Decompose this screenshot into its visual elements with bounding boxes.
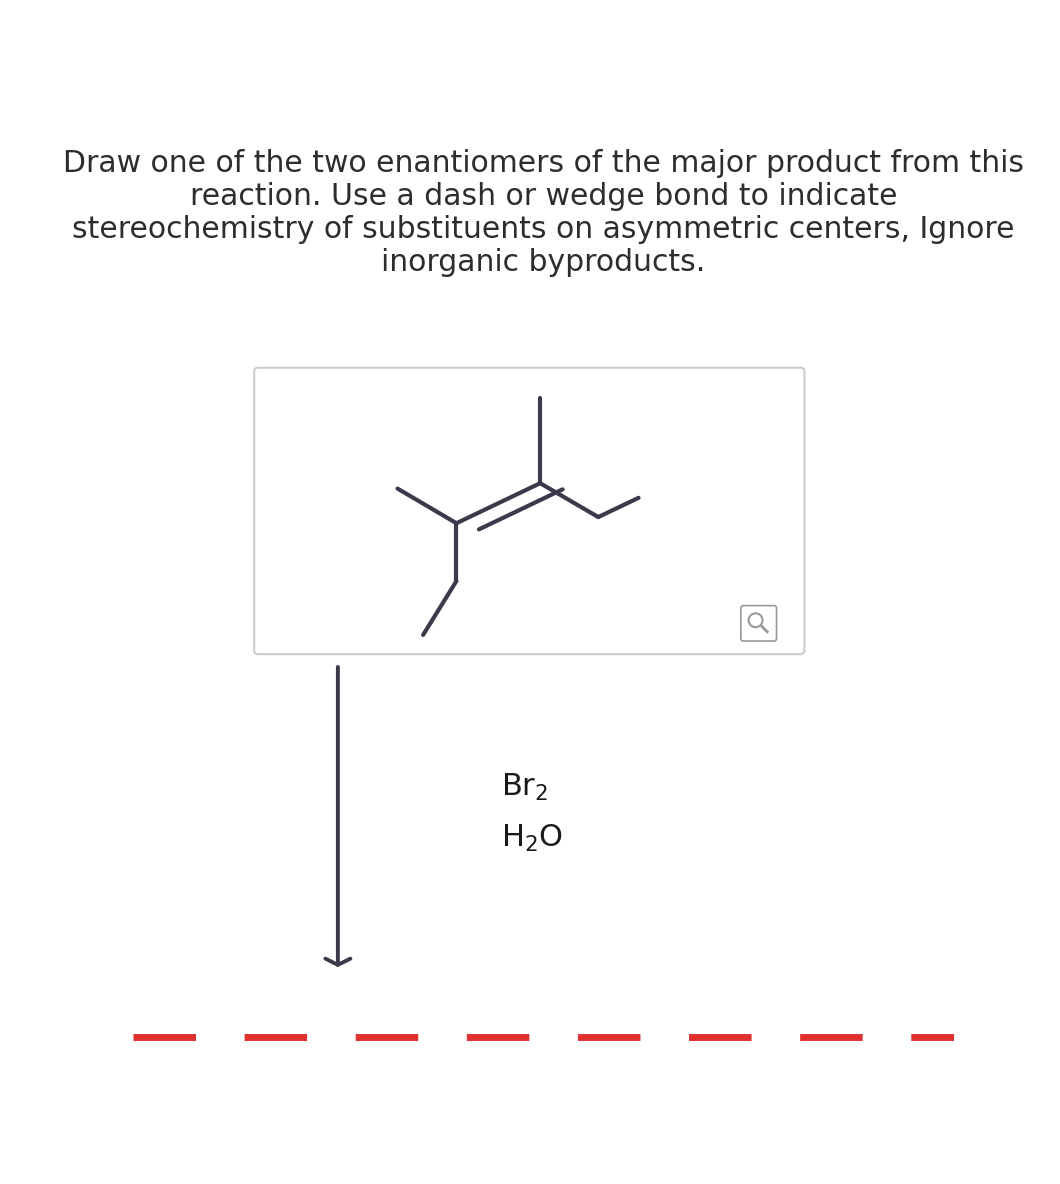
Text: reaction. Use a dash or wedge bond to indicate: reaction. Use a dash or wedge bond to in… <box>190 182 897 211</box>
Text: Br$_2$: Br$_2$ <box>501 772 549 803</box>
Text: H$_2$O: H$_2$O <box>501 823 563 855</box>
Text: stereochemistry of substituents on asymmetric centers, Ignore: stereochemistry of substituents on asymm… <box>72 215 1014 244</box>
Text: inorganic byproducts.: inorganic byproducts. <box>381 249 706 277</box>
FancyBboxPatch shape <box>741 606 777 641</box>
Text: Draw one of the two enantiomers of the major product from this: Draw one of the two enantiomers of the m… <box>63 149 1024 178</box>
FancyBboxPatch shape <box>254 368 805 654</box>
